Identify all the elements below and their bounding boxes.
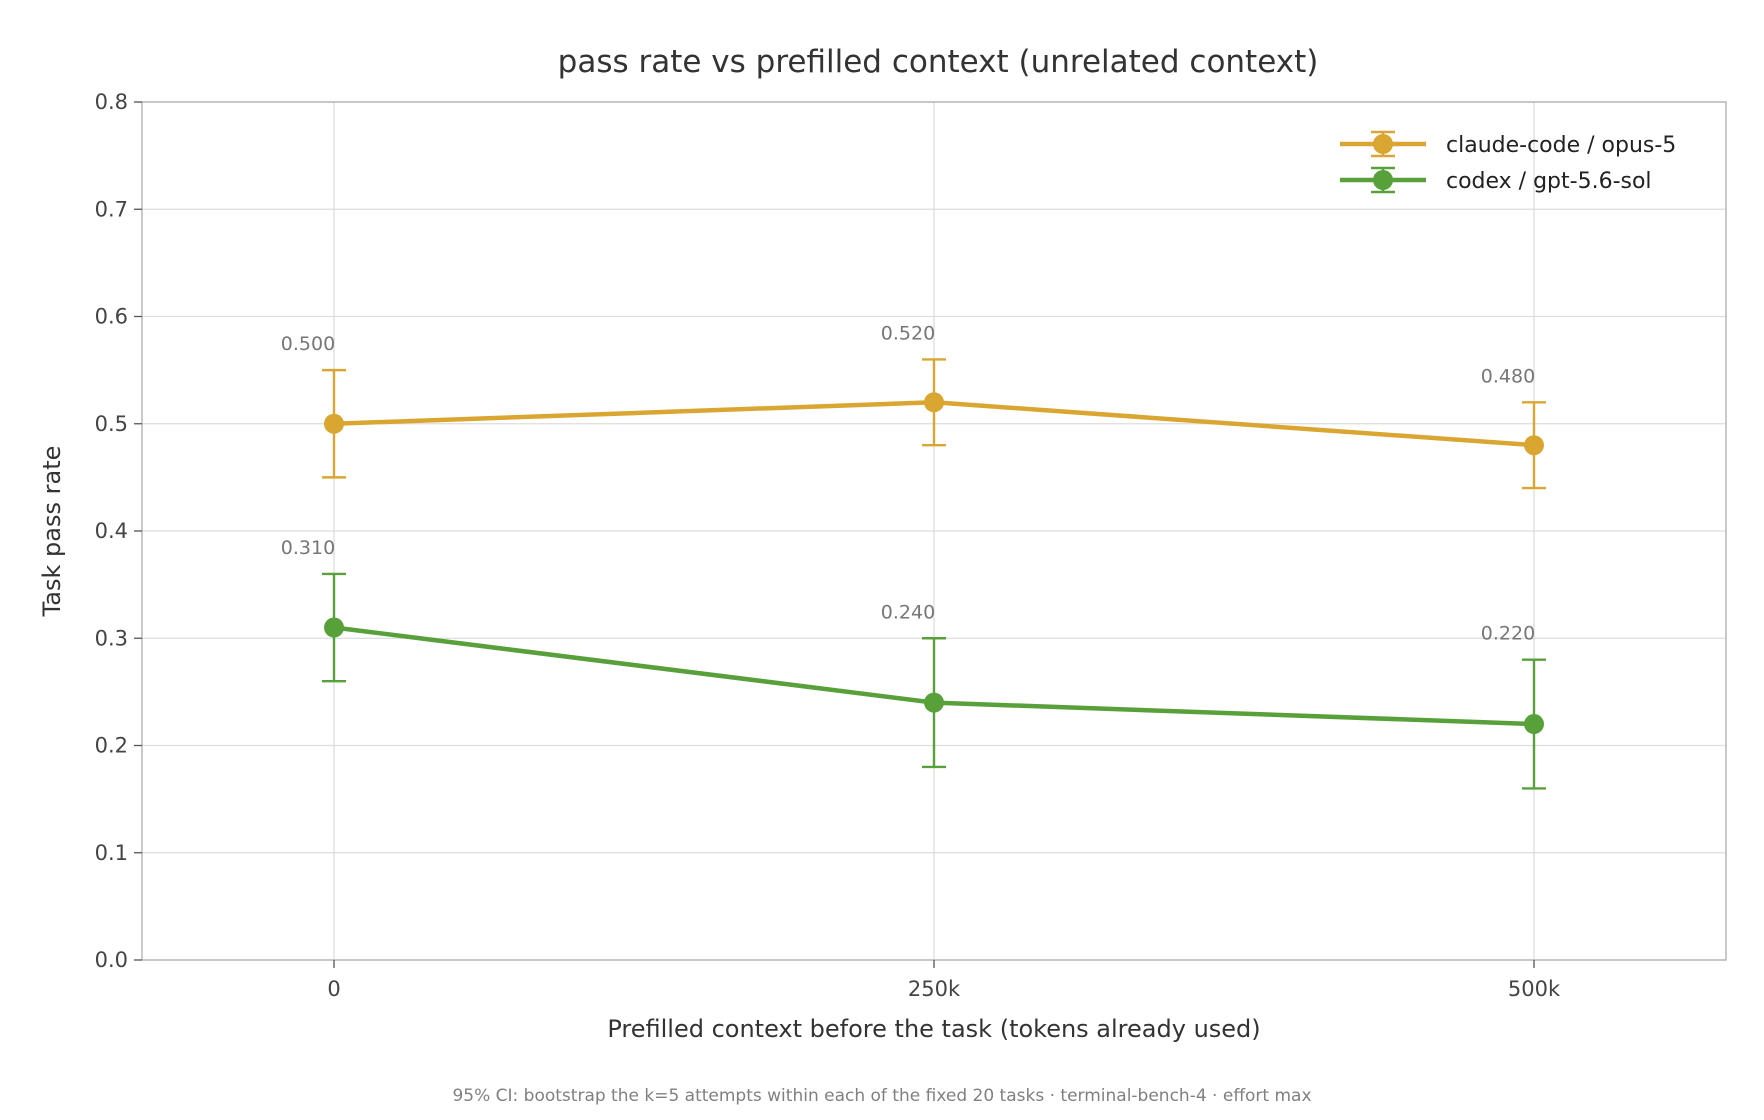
data-label: 0.310: [281, 537, 335, 559]
x-tick-label: 0: [327, 977, 340, 1001]
x-tick-label: 500k: [1508, 977, 1561, 1001]
legend-label: codex / gpt-5.6-sol: [1446, 169, 1652, 194]
legend: claude-code / opus-5 codex / gpt-5.6-sol: [1340, 130, 1676, 194]
legend-label: claude-code / opus-5: [1446, 133, 1676, 158]
legend-marker: [1373, 134, 1393, 154]
footnote: 95% CI: bootstrap the k=5 attempts withi…: [452, 1086, 1311, 1106]
y-tick-label: 0.1: [95, 841, 128, 865]
series-layer: 0.500 0.520 0.480 0.310 0.240 0.220: [281, 322, 1546, 790]
data-point: [1524, 435, 1544, 456]
data-label: 0.240: [881, 601, 935, 623]
data-point: [324, 413, 344, 434]
y-tick-label: 0.2: [95, 734, 128, 758]
series-1: 0.500 0.520 0.480: [281, 322, 1546, 490]
y-tick-label: 0.7: [95, 197, 128, 221]
y-tick-label: 0.0: [95, 948, 128, 972]
x-axis: 0 250k 500k: [327, 960, 1561, 1001]
y-tick-label: 0.8: [95, 90, 128, 114]
x-axis-label: Prefilled context before the task (token…: [607, 1015, 1260, 1043]
y-tick-label: 0.6: [95, 305, 128, 329]
y-tick-label: 0.4: [95, 519, 128, 543]
data-label: 0.500: [281, 333, 335, 355]
data-label: 0.520: [881, 322, 935, 344]
y-tick-label: 0.3: [95, 626, 128, 650]
x-tick-label: 250k: [908, 977, 961, 1001]
data-label: 0.220: [1481, 623, 1535, 645]
data-point: [324, 617, 344, 638]
legend-marker: [1373, 170, 1393, 190]
y-tick-label: 0.5: [95, 412, 128, 436]
data-label: 0.480: [1481, 365, 1535, 387]
y-axis-label: Task pass rate: [38, 446, 66, 618]
legend-entry: codex / gpt-5.6-sol: [1340, 166, 1652, 194]
y-axis: 0.0 0.1 0.2 0.3 0.4 0.5 0.6 0.7 0.8: [95, 90, 142, 972]
data-point: [924, 692, 944, 713]
chart-title: pass rate vs prefilled context (unrelate…: [558, 44, 1319, 80]
data-point: [924, 392, 944, 413]
data-point: [1524, 714, 1544, 735]
grid: [142, 101, 1726, 961]
series-2: 0.310 0.240 0.220: [281, 537, 1546, 790]
legend-entry: claude-code / opus-5: [1340, 130, 1676, 158]
